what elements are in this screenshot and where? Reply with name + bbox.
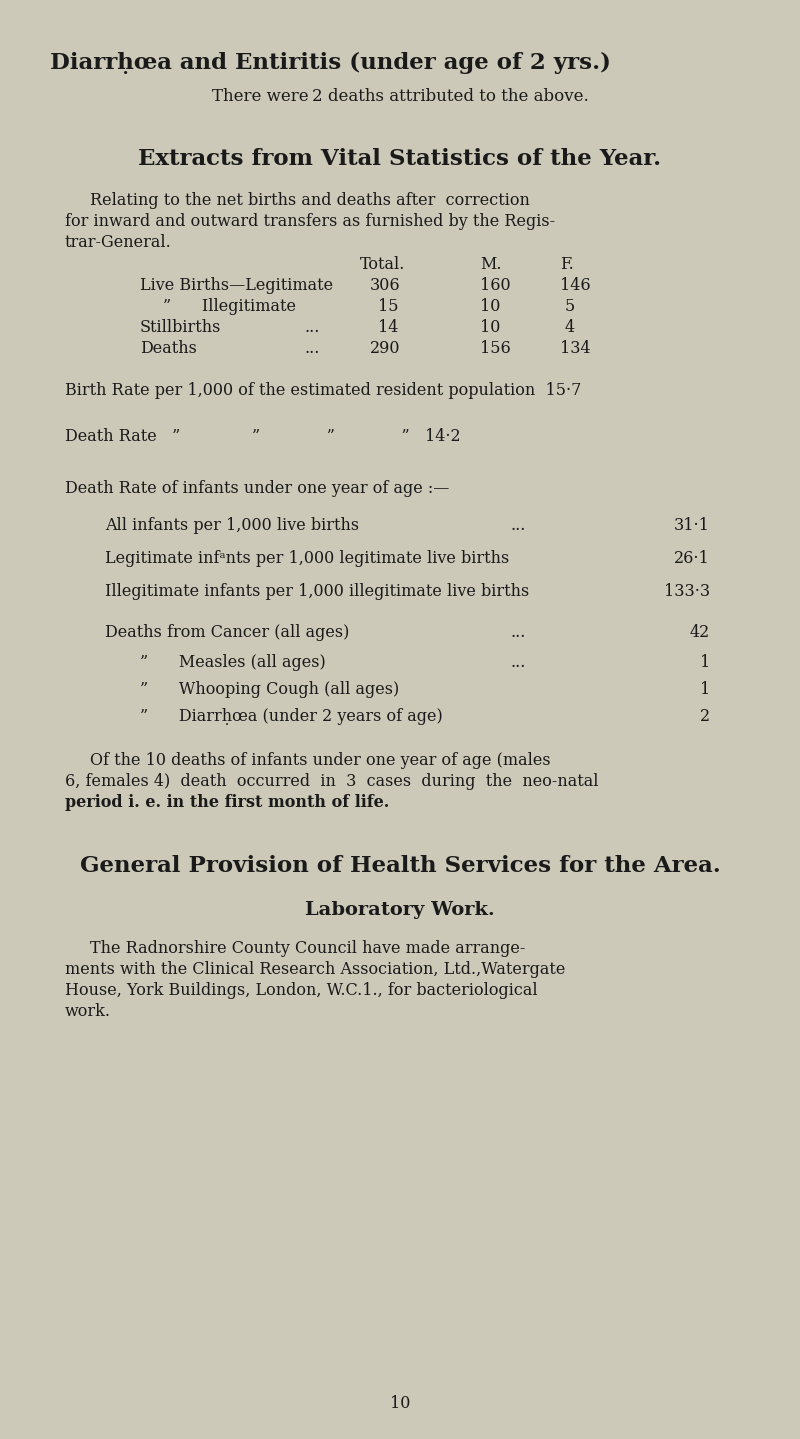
Text: Total.: Total. [360, 256, 406, 273]
Text: 133·3: 133·3 [664, 583, 710, 600]
Text: ...: ... [510, 517, 526, 534]
Text: Deaths from Cancer (all ages): Deaths from Cancer (all ages) [105, 625, 350, 640]
Text: trar-General.: trar-General. [65, 235, 172, 250]
Text: 4: 4 [565, 319, 575, 335]
Text: ”      Illegitimate: ” Illegitimate [163, 298, 296, 315]
Text: 134: 134 [560, 340, 590, 357]
Text: for inward and outward transfers as furnished by the Regis-: for inward and outward transfers as furn… [65, 213, 555, 230]
Text: 10: 10 [390, 1394, 410, 1412]
Text: Birth Rate per 1,000 of the estimated resident population  15·7: Birth Rate per 1,000 of the estimated re… [65, 381, 582, 399]
Text: ...: ... [305, 319, 320, 335]
Text: 160: 160 [480, 276, 510, 294]
Text: Death Rate of infants under one year of age :—: Death Rate of infants under one year of … [65, 481, 450, 496]
Text: Of the 10 deaths of infants under one year of age (males: Of the 10 deaths of infants under one ye… [90, 753, 550, 768]
Text: Extracts from Vital Statistics of the Year.: Extracts from Vital Statistics of the Ye… [138, 148, 662, 170]
Text: ...: ... [510, 625, 526, 640]
Text: work.: work. [65, 1003, 111, 1020]
Text: 6, females 4)  death  occurred  in  3  cases  during  the  neo-natal: 6, females 4) death occurred in 3 cases … [65, 773, 598, 790]
Text: 2: 2 [700, 708, 710, 725]
Text: 15: 15 [378, 298, 398, 315]
Text: Relating to the net births and deaths after  correction: Relating to the net births and deaths af… [90, 191, 530, 209]
Text: ”      Measles (all ages): ” Measles (all ages) [140, 653, 326, 671]
Text: 1: 1 [700, 653, 710, 671]
Text: ments with the Clinical Research Association, Ltd.,Watergate: ments with the Clinical Research Associa… [65, 961, 566, 979]
Text: ...: ... [305, 340, 320, 357]
Text: 14: 14 [378, 319, 398, 335]
Text: 31·1: 31·1 [674, 517, 710, 534]
Text: Laboratory Work.: Laboratory Work. [305, 901, 495, 920]
Text: 5: 5 [565, 298, 575, 315]
Text: ”      Whooping Cough (all ages): ” Whooping Cough (all ages) [140, 681, 399, 698]
Text: 146: 146 [560, 276, 590, 294]
Text: Illegitimate infants per 1,000 illegitimate live births: Illegitimate infants per 1,000 illegitim… [105, 583, 530, 600]
Text: Live Births—Legitimate: Live Births—Legitimate [140, 276, 333, 294]
Text: Death Rate   ”              ”             ”             ”   14·2: Death Rate ” ” ” ” 14·2 [65, 427, 461, 445]
Text: M.: M. [480, 256, 502, 273]
Text: House, York Buildings, London, W.C.1., for bacteriological: House, York Buildings, London, W.C.1., f… [65, 981, 538, 999]
Text: Legitimate infᵃnts per 1,000 legitimate live births: Legitimate infᵃnts per 1,000 legitimate … [105, 550, 510, 567]
Text: The Radnorshire County Council have made arrange-: The Radnorshire County Council have made… [90, 940, 526, 957]
Text: 156: 156 [480, 340, 510, 357]
Text: F.: F. [560, 256, 574, 273]
Text: 10: 10 [480, 298, 500, 315]
Text: period i. e. in the first month of life.: period i. e. in the first month of life. [65, 794, 390, 812]
Text: Deaths: Deaths [140, 340, 197, 357]
Text: ”      Diarrḥœa (under 2 years of age): ” Diarrḥœa (under 2 years of age) [140, 708, 442, 725]
Text: General Provision of Health Services for the Area.: General Provision of Health Services for… [80, 855, 720, 876]
Text: Diarrḥœa and Entiritis (under age of 2 yrs.): Diarrḥœa and Entiritis (under age of 2 y… [50, 52, 611, 73]
Text: 1: 1 [700, 681, 710, 698]
Text: 42: 42 [690, 625, 710, 640]
Text: 26·1: 26·1 [674, 550, 710, 567]
Text: 290: 290 [370, 340, 401, 357]
Text: ...: ... [510, 653, 526, 671]
Text: Stillbirths: Stillbirths [140, 319, 222, 335]
Text: All infants per 1,000 live births: All infants per 1,000 live births [105, 517, 359, 534]
Text: 10: 10 [480, 319, 500, 335]
Text: There were 2 deaths attributed to the above.: There were 2 deaths attributed to the ab… [212, 88, 588, 105]
Text: 306: 306 [370, 276, 401, 294]
